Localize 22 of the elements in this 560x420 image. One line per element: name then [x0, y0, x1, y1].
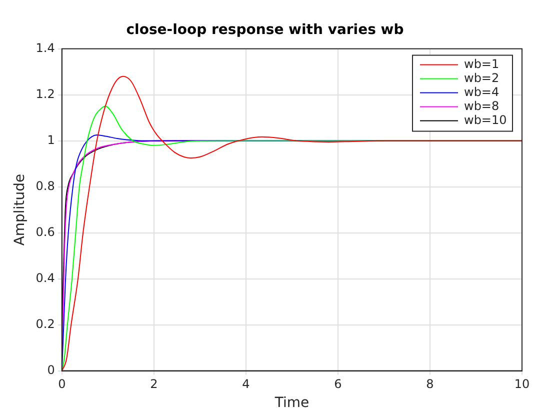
x-tick-label: 6	[334, 377, 342, 392]
chart-title: close-loop response with varies wb	[126, 22, 404, 38]
y-tick-label: 0.8	[36, 178, 55, 193]
y-tick-label: 1	[47, 132, 55, 147]
y-tick-label: 1.2	[36, 86, 55, 101]
legend-label: wb=4	[464, 84, 500, 99]
x-tick-label: 2	[150, 377, 158, 392]
legend-label: wb=8	[464, 98, 500, 113]
legend-label: wb=1	[464, 56, 500, 71]
y-tick-label: 0.6	[36, 224, 55, 239]
legend-label: wb=10	[464, 112, 507, 127]
x-tick-label: 0	[58, 377, 66, 392]
y-axis-title: Amplitude	[12, 174, 28, 246]
y-tick-label: 0.2	[36, 316, 55, 331]
x-tick-label: 8	[426, 377, 434, 392]
y-tick-label: 0	[47, 362, 55, 377]
legend-label: wb=2	[464, 70, 500, 85]
y-tick-label: 1.4	[36, 40, 55, 55]
x-tick-label: 10	[514, 377, 530, 392]
x-tick-label: 4	[242, 377, 250, 392]
x-axis-title: Time	[274, 395, 310, 412]
y-tick-label: 0.4	[36, 270, 55, 285]
